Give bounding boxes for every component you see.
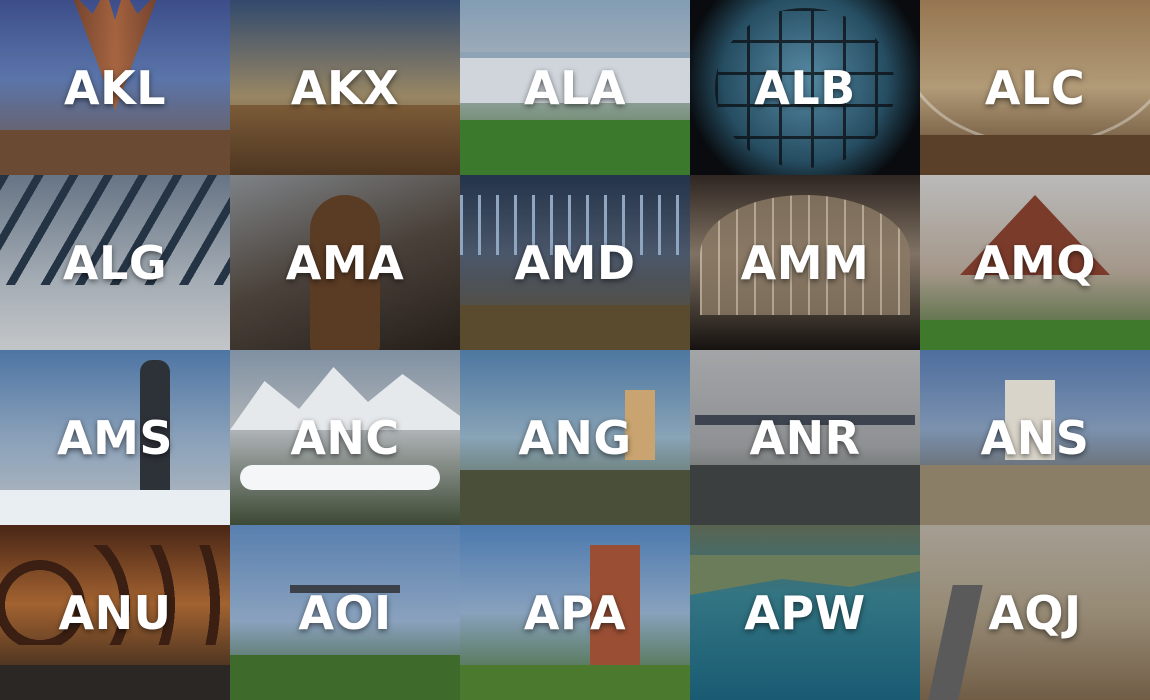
airport-code-label: APA: [523, 585, 627, 640]
airport-code-label: ANR: [749, 410, 861, 465]
control-tower-icon: [1005, 380, 1055, 460]
roof-truss: [0, 175, 230, 285]
tile-anc[interactable]: ANC: [230, 350, 460, 525]
airport-code-label: ANG: [518, 410, 632, 465]
terminal-tents: [0, 490, 230, 525]
tile-alc[interactable]: ALC: [920, 0, 1150, 175]
tile-amq[interactable]: AMQ: [920, 175, 1150, 350]
tile-apa[interactable]: APA: [460, 525, 690, 700]
tile-ang[interactable]: ANG: [460, 350, 690, 525]
tile-amm[interactable]: AMM: [690, 175, 920, 350]
airplane-icon: [290, 585, 400, 593]
airport-code-label: ALG: [62, 235, 168, 290]
lawn: [460, 665, 690, 700]
airport-code-label: AOI: [298, 585, 392, 640]
tile-anr[interactable]: ANR: [690, 350, 920, 525]
control-tower-icon: [625, 390, 655, 460]
tile-ans[interactable]: ANS: [920, 350, 1150, 525]
airport-code-label: AMQ: [974, 235, 1096, 290]
terminal-building: [920, 465, 1150, 525]
airport-code-label: ALB: [754, 60, 856, 115]
tile-ala[interactable]: ALA: [460, 0, 690, 175]
tile-alb[interactable]: ALB: [690, 0, 920, 175]
arched-window: [700, 195, 910, 315]
airport-code-label: AKX: [290, 60, 400, 115]
parking-lot: [460, 120, 690, 175]
tile-akx[interactable]: AKX: [230, 0, 460, 175]
tile-aoi[interactable]: AOI: [230, 525, 460, 700]
airport-code-label: AMD: [514, 235, 636, 290]
terminal-floor: [0, 130, 230, 175]
road: [0, 665, 230, 700]
airport-code-label: AKL: [63, 60, 167, 115]
tile-ams[interactable]: AMS: [0, 350, 230, 525]
tile-aqj[interactable]: AQJ: [920, 525, 1150, 700]
tile-akl[interactable]: AKL: [0, 0, 230, 175]
airplane-icon: [695, 415, 915, 425]
tarmac: [460, 305, 690, 350]
grass-field: [230, 655, 460, 700]
terminal-hall: [920, 135, 1150, 175]
tile-ama[interactable]: AMA: [230, 175, 460, 350]
tile-amd[interactable]: AMD: [460, 175, 690, 350]
airport-code-label: AMA: [285, 235, 405, 290]
runway: [690, 465, 920, 525]
lawn: [920, 320, 1150, 350]
airport-code-label: ANC: [290, 410, 400, 465]
tile-apw[interactable]: APW: [690, 525, 920, 700]
airport-code-label: AMM: [740, 235, 870, 290]
arches: [0, 545, 230, 645]
airport-code-label: ALC: [984, 60, 1086, 115]
airport-code-label: ANU: [58, 585, 172, 640]
airport-code-label: AMS: [56, 410, 173, 465]
road-stripe: [230, 105, 460, 175]
runway-strip: [927, 585, 983, 700]
airport-code-label: AQJ: [988, 585, 1082, 640]
airport-code-label: ANS: [980, 410, 1090, 465]
control-tower-icon: [140, 360, 170, 490]
terminal-canopy: [460, 195, 690, 255]
tile-alg[interactable]: ALG: [0, 175, 230, 350]
terminal-building: [460, 52, 690, 103]
window-grid-icon: [715, 8, 895, 168]
airport-code-label: ALA: [523, 60, 626, 115]
airplane-icon: [240, 465, 440, 490]
tarmac: [460, 470, 690, 525]
statue-icon: [310, 195, 380, 350]
tile-anu[interactable]: ANU: [0, 525, 230, 700]
airport-code-label: APW: [744, 585, 866, 640]
